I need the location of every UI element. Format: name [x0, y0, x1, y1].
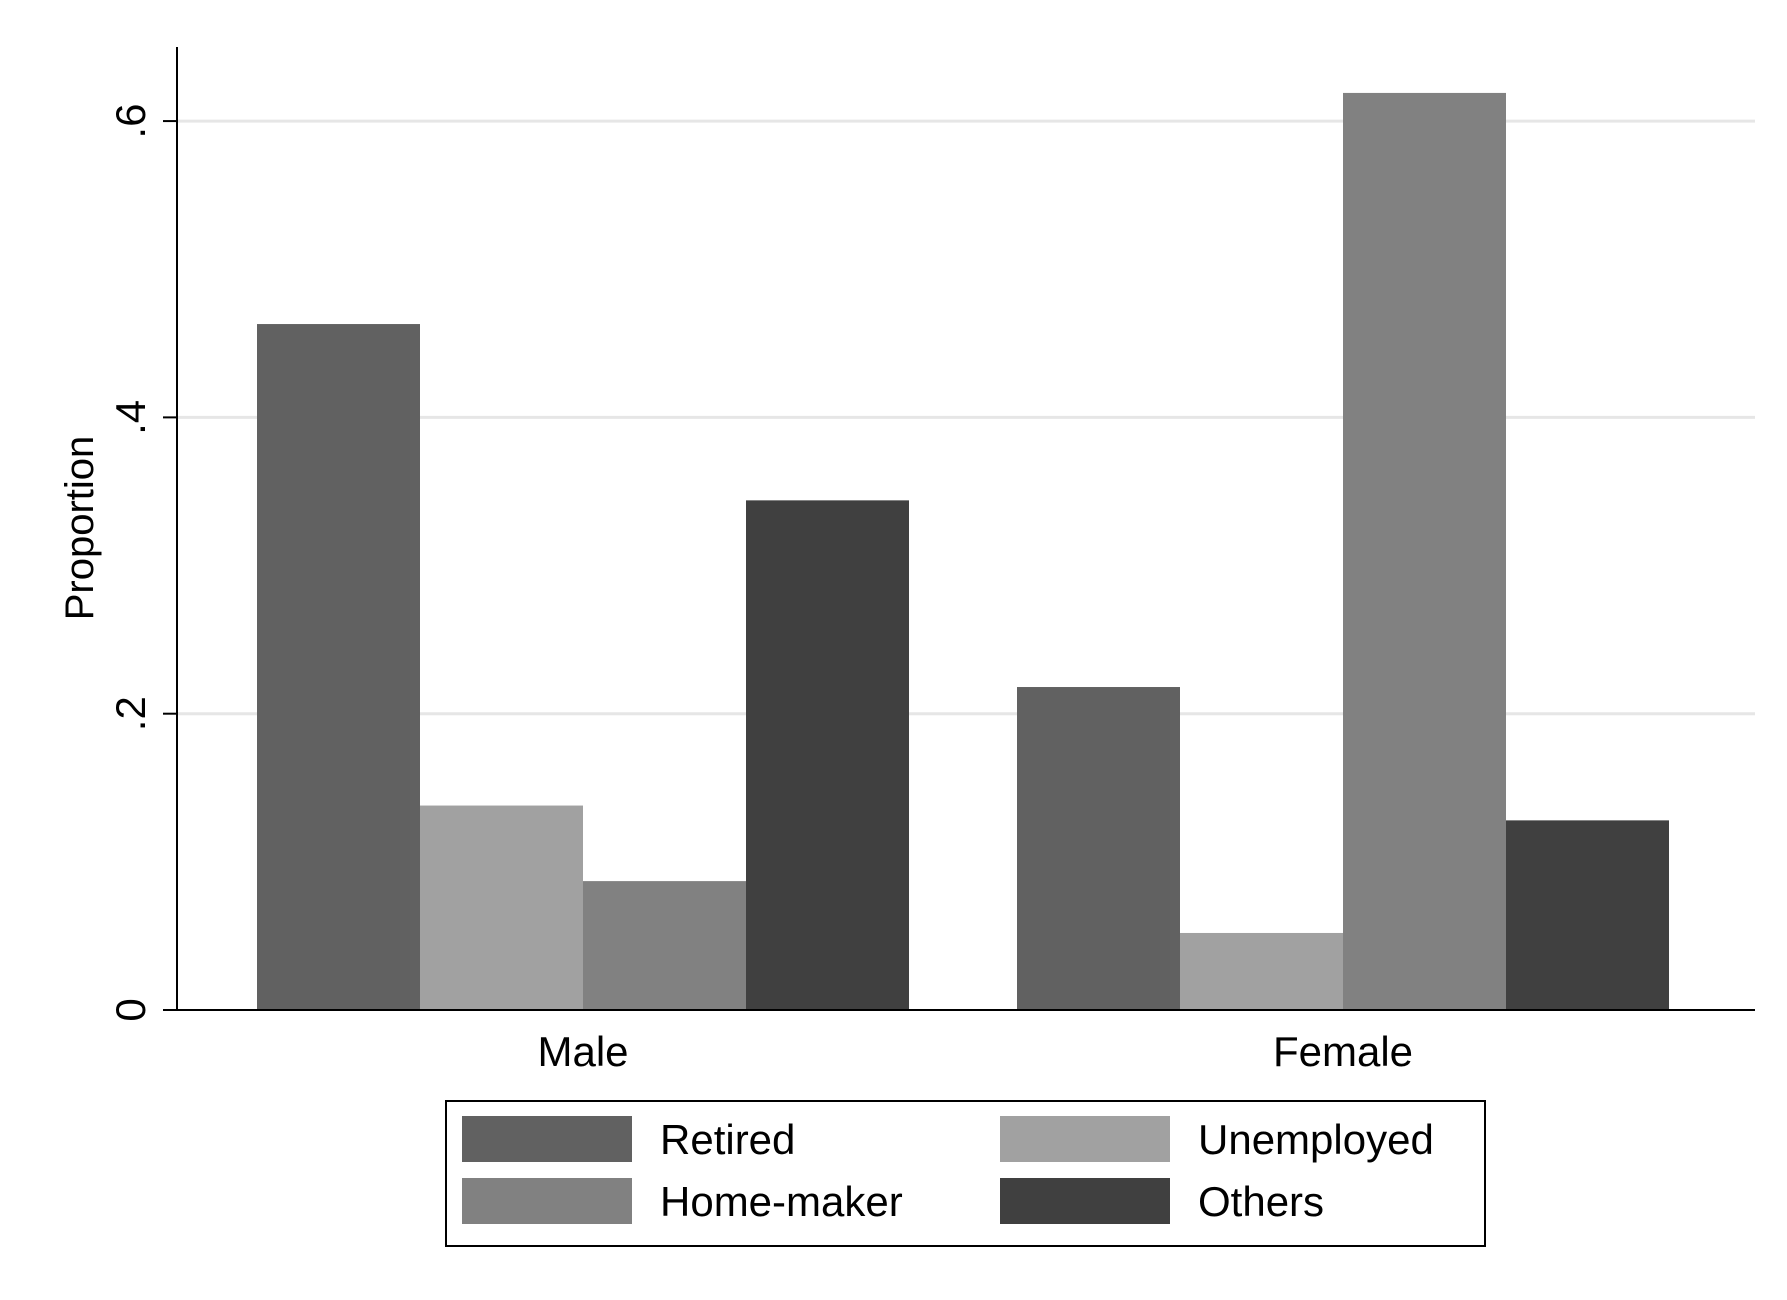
bar-male-unemployed — [420, 805, 583, 1010]
y-ticks: 0 .2 .4 .6 — [107, 104, 177, 1022]
bar-female-home-maker — [1343, 92, 1506, 1011]
x-tick-label-female: Female — [1273, 1028, 1413, 1075]
bar-female-unemployed — [1180, 932, 1343, 1010]
bar-male-others — [746, 500, 909, 1010]
y-axis-label: Proportion — [58, 436, 102, 621]
legend-label-home-maker: Home-maker — [660, 1178, 903, 1225]
y-tick-label-1: .2 — [107, 696, 154, 731]
y-tick-label-3: .6 — [107, 104, 154, 139]
bar-male-retired — [257, 324, 420, 1010]
y-tick-label-0: 0 — [107, 998, 154, 1021]
legend-swatch-home-maker — [462, 1178, 632, 1224]
y-tick-label-2: .4 — [107, 400, 154, 435]
legend-label-others: Others — [1198, 1178, 1324, 1225]
legend-label-unemployed: Unemployed — [1198, 1116, 1434, 1163]
bar-male-home-maker — [583, 881, 746, 1010]
legend-swatch-others — [1000, 1178, 1170, 1224]
legend-label-retired: Retired — [660, 1116, 795, 1163]
bar-female-others — [1506, 820, 1669, 1010]
legend-swatch-retired — [462, 1116, 632, 1162]
axes — [176, 47, 1755, 1011]
x-tick-label-male: Male — [537, 1028, 628, 1075]
x-ticks: Male Female — [537, 1028, 1413, 1075]
bar-female-retired — [1017, 687, 1180, 1010]
bars — [257, 92, 1669, 1011]
legend: Retired Unemployed Home-maker Others — [445, 1100, 1486, 1247]
legend-swatch-unemployed — [1000, 1116, 1170, 1162]
